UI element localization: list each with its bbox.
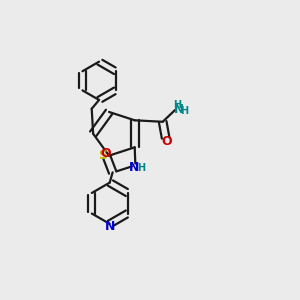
Text: N: N xyxy=(129,161,139,174)
Text: N: N xyxy=(104,220,115,233)
Text: H: H xyxy=(137,163,145,173)
Text: S: S xyxy=(98,148,107,162)
Text: O: O xyxy=(161,135,172,148)
Text: H: H xyxy=(180,106,188,116)
Text: H: H xyxy=(173,100,181,110)
Text: O: O xyxy=(100,147,111,160)
Text: N: N xyxy=(174,103,184,116)
